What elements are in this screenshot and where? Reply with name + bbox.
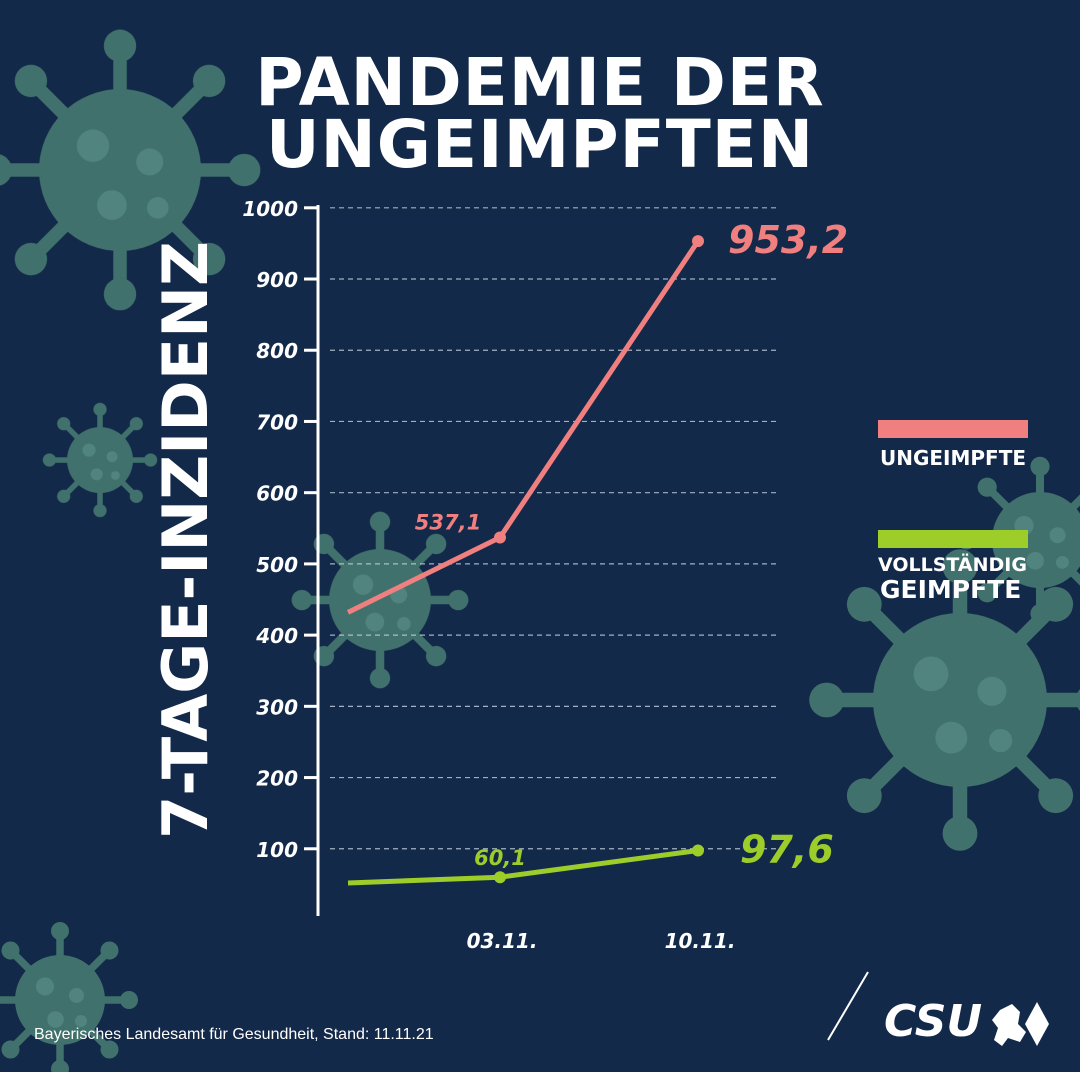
legend-label-vaccinated-line2: GEIMPFTE bbox=[880, 575, 1022, 604]
y-tick-label: 200 bbox=[256, 767, 298, 791]
x-tick-label: 10.11. bbox=[665, 929, 736, 953]
y-tick-label: 400 bbox=[255, 624, 298, 648]
y-tick-label: 800 bbox=[256, 339, 298, 363]
y-axis-label: 7-TAGE-INZIDENZ bbox=[149, 241, 222, 839]
y-tick-label: 100 bbox=[256, 838, 298, 862]
legend-swatch-vaccinated bbox=[878, 530, 1028, 548]
source-note: Bayerisches Landesamt für Gesundheit, St… bbox=[34, 1026, 434, 1043]
data-label: 60,1 bbox=[474, 846, 526, 870]
lion-emblem-icon bbox=[992, 1004, 1026, 1046]
data-label: 97,6 bbox=[740, 827, 834, 871]
y-tick-label: 700 bbox=[256, 410, 298, 434]
data-point bbox=[494, 871, 506, 884]
data-label: 953,2 bbox=[728, 218, 848, 262]
data-point bbox=[494, 531, 506, 544]
diamond-icon bbox=[1025, 1002, 1049, 1046]
csu-logo: CSU bbox=[884, 996, 983, 1047]
title-line-2: UNGEIMPFTEN bbox=[265, 106, 815, 183]
legend-label-vaccinated-line1: VOLLSTÄNDIG bbox=[878, 554, 1027, 576]
x-tick-label: 03.11. bbox=[467, 929, 538, 953]
legend-swatch-unvaccinated bbox=[878, 420, 1028, 438]
y-tick-label: 600 bbox=[256, 482, 298, 506]
title-line-1: PANDEMIE DER bbox=[255, 44, 825, 121]
y-tick-label: 500 bbox=[256, 553, 298, 577]
y-tick-label: 1000 bbox=[242, 197, 298, 221]
legend-label-unvaccinated: UNGEIMPFTE bbox=[880, 446, 1027, 470]
y-tick-label: 900 bbox=[256, 268, 298, 292]
data-point bbox=[692, 844, 704, 857]
data-label: 537,1 bbox=[415, 510, 481, 534]
logo-divider bbox=[827, 971, 869, 1041]
y-tick-label: 300 bbox=[256, 695, 298, 719]
data-point bbox=[692, 235, 704, 248]
